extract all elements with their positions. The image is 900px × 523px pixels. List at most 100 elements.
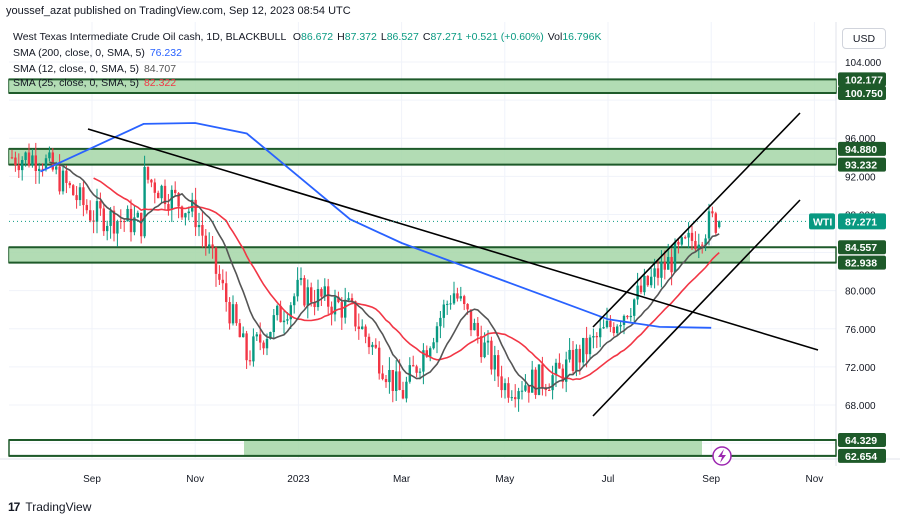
y-tick-label: 72.000 (845, 363, 876, 374)
candle-170 (588, 334, 592, 359)
candle-46 (167, 193, 170, 216)
candle-164 (568, 338, 571, 363)
candle-3 (21, 156, 24, 181)
zone-label-0-bottom: 100.750 (845, 88, 883, 100)
candle-192 (663, 250, 666, 280)
candle-195 (673, 238, 677, 274)
candle-152 (527, 385, 530, 403)
candle-93 (327, 278, 330, 315)
zone-label-1-top: 94.880 (845, 144, 877, 156)
candle-29 (109, 207, 112, 239)
ohlc-value-5: 16.796K (562, 31, 602, 43)
ohlc-value-2: 86.527 (386, 31, 419, 43)
ohlc-key-1: H (337, 31, 345, 43)
candle-28 (106, 220, 109, 241)
candle-204 (704, 234, 707, 252)
candle-115 (401, 381, 405, 400)
zone-label-bg-2-top (838, 240, 886, 255)
candle-117 (408, 357, 411, 384)
legend-sma12[interactable]: SMA (12, close, 0, SMA, 5) 84.707 (13, 63, 176, 75)
tradingview-logo-text: TradingView (25, 500, 92, 514)
candle-162 (561, 364, 564, 389)
candle-130 (452, 281, 456, 305)
candle-33 (123, 219, 126, 232)
candle-68 (242, 326, 245, 338)
candle-145 (503, 378, 507, 399)
candle-48 (174, 181, 177, 197)
candle-143 (497, 349, 500, 387)
candle-188 (650, 268, 653, 288)
candle-147 (510, 390, 513, 401)
zone-label-bg-3-top (838, 432, 886, 447)
candle-70 (248, 350, 252, 366)
candle-171 (592, 328, 595, 349)
candle-58 (208, 232, 211, 254)
zone-label-bg-2-bottom (838, 255, 886, 270)
candle-150 (520, 381, 524, 400)
candle-92 (323, 278, 326, 302)
candle-124 (432, 337, 435, 350)
zone-label-3-top: 64.329 (845, 435, 877, 447)
candle-80 (282, 310, 286, 334)
candle-99 (347, 292, 350, 302)
x-tick-label: May (495, 474, 514, 485)
trendline-downtrend (87, 128, 819, 351)
candle-141 (490, 336, 493, 375)
tradingview-logo[interactable]: 17 TradingView (8, 500, 91, 514)
currency-button[interactable]: USD (842, 28, 886, 49)
candle-127 (442, 299, 445, 328)
candle-110 (384, 374, 388, 388)
sma12-label: SMA (12, close, 0, SMA, 5) (13, 63, 140, 75)
candle-142 (493, 345, 496, 382)
candle-121 (422, 343, 425, 385)
candle-90 (316, 279, 320, 311)
candle-4 (24, 151, 27, 167)
y-tick-label: 96.000 (845, 134, 876, 145)
legend-sma25[interactable]: SMA (25, close, 0, SMA, 5) 82.322 (13, 77, 176, 89)
ohlc-key-2: L (380, 31, 387, 43)
trendline-channel-upper (592, 112, 801, 328)
candle-23 (89, 200, 92, 223)
candle-65 (231, 295, 235, 326)
x-tick-label: 2023 (287, 474, 310, 485)
candle-84 (296, 267, 299, 302)
zone-label-3-bottom: 62.654 (845, 451, 877, 463)
sma200-line (40, 122, 712, 329)
candle-87 (306, 279, 309, 319)
candle-106 (371, 341, 374, 355)
candle-131 (456, 287, 459, 302)
candle-22 (85, 199, 88, 214)
candle-154 (534, 367, 537, 399)
candle-66 (235, 301, 238, 326)
candle-108 (378, 341, 381, 380)
zone-label-bg-3-bottom (838, 448, 886, 463)
candle-31 (116, 219, 119, 247)
ohlc-value-3: 87.271 (430, 31, 463, 43)
candle-72 (255, 331, 258, 341)
candle-183 (633, 298, 636, 324)
candle-19 (75, 186, 78, 209)
zone-fill-2 (9, 247, 750, 263)
sma25-label: SMA (25, close, 0, SMA, 5) (13, 77, 140, 89)
zone-fill-3 (244, 439, 702, 456)
candle-129 (449, 295, 452, 310)
candle-97 (340, 297, 343, 330)
candle-14 (58, 154, 61, 195)
x-tick-label: Nov (186, 474, 204, 485)
x-tick-label: Sep (702, 474, 720, 485)
candle-206 (711, 206, 714, 218)
candle-205 (707, 203, 711, 246)
legend-sma200[interactable]: SMA (200, close, 0, SMA, 5) 76.232 (13, 47, 182, 59)
zone-label-1-bottom: 93.232 (845, 160, 877, 172)
candle-182 (629, 308, 632, 322)
zone-label-bg-0-top (838, 72, 886, 87)
candle-56 (201, 212, 204, 248)
candle-113 (395, 360, 398, 402)
x-tick-label: Nov (806, 474, 824, 485)
candle-146 (507, 377, 510, 403)
zone-fill-0 (9, 79, 836, 93)
candle-30 (112, 205, 116, 242)
support-resistance-zones (8, 78, 837, 457)
candle-63 (225, 271, 228, 312)
